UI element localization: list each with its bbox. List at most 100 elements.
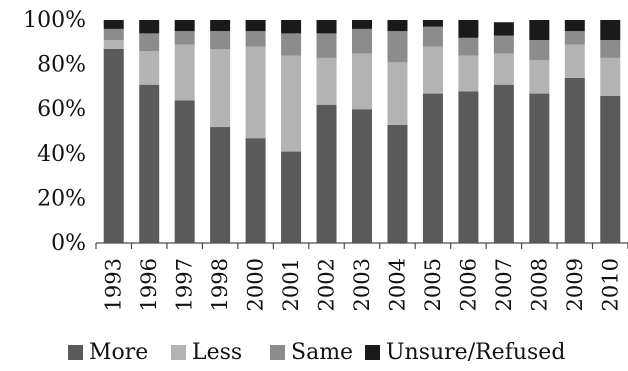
- bar-segment-unsure-refused-2007: [493, 22, 514, 36]
- axes-layer: [95, 242, 628, 249]
- x-tick-label: 2006: [456, 258, 480, 311]
- bar-segment-same-2008: [529, 40, 550, 61]
- bar-segment-less-2008: [529, 60, 550, 94]
- bar-segment-more-1998: [210, 127, 231, 243]
- legend-label: Less: [192, 340, 242, 365]
- bar-segment-unsure-refused-2000: [245, 20, 266, 32]
- bar-segment-unsure-refused-1996: [139, 20, 160, 34]
- legend-swatch: [171, 345, 186, 360]
- x-tick-label: 2008: [527, 258, 551, 311]
- bar-segment-unsure-refused-2009: [564, 20, 585, 32]
- x-tick-label: 2005: [421, 258, 445, 311]
- bar-segment-more-2010: [600, 95, 621, 243]
- bar-segment-more-2008: [529, 93, 550, 243]
- bar-segment-less-2005: [422, 46, 443, 94]
- legend-swatch: [365, 345, 380, 360]
- x-tick-label: 2000: [244, 258, 268, 311]
- bar-segment-more-2004: [387, 124, 408, 243]
- bar-segment-unsure-refused-2001: [281, 20, 302, 34]
- bar-segment-less-2002: [316, 57, 337, 105]
- legend: More Less Same Unsure/Refused: [68, 340, 565, 365]
- bar-segment-less-1997: [174, 44, 195, 101]
- bar-segment-less-1998: [210, 48, 231, 128]
- bar-segment-more-2006: [458, 91, 479, 243]
- legend-label: More: [89, 340, 148, 365]
- x-tick-label: 1998: [208, 258, 232, 311]
- bar-segment-unsure-refused-2010: [600, 20, 621, 41]
- y-tick-label: 20%: [37, 186, 86, 211]
- bar-segment-less-2006: [458, 55, 479, 92]
- x-tick-label: 1996: [137, 258, 161, 311]
- bar-segment-same-2005: [422, 26, 443, 47]
- bar-segment-unsure-refused-2005: [422, 20, 443, 27]
- bar-segment-same-2002: [316, 33, 337, 58]
- x-tick-label: 2001: [279, 258, 303, 311]
- bar-segment-same-2009: [564, 31, 585, 45]
- y-tick-label: 100%: [23, 8, 86, 33]
- legend-swatch: [270, 345, 285, 360]
- x-tick-label: 1993: [102, 258, 126, 311]
- bar-segment-same-2000: [245, 31, 266, 47]
- bar-segment-more-2000: [245, 138, 266, 243]
- bar-segment-more-2005: [422, 93, 443, 243]
- bar-segment-same-2010: [600, 40, 621, 58]
- x-tick-label: 2007: [492, 258, 516, 311]
- x-tick-label: 2002: [315, 258, 339, 311]
- bar-segment-less-2009: [564, 44, 585, 78]
- bar-segment-same-1993: [103, 28, 124, 41]
- bar-segment-more-2009: [564, 77, 585, 243]
- bar-segment-unsure-refused-2003: [352, 20, 372, 29]
- y-tick-label: 40%: [37, 142, 86, 167]
- bar-segment-unsure-refused-1997: [174, 20, 195, 32]
- bar-segment-unsure-refused-2004: [387, 20, 408, 32]
- y-tick-label: 0%: [51, 231, 86, 256]
- bar-segment-less-1993: [103, 40, 124, 49]
- bar-segment-same-2004: [387, 31, 408, 63]
- bar-segment-unsure-refused-1993: [103, 20, 124, 29]
- x-tick-label: 2004: [385, 258, 409, 311]
- legend-item-same: Same: [270, 340, 353, 365]
- x-axis-ticks: 1993 1996 1997 1998 2000 2001 2002 2003 2004 2005…: [102, 258, 623, 311]
- bar-segment-same-2003: [352, 28, 372, 54]
- y-tick-label: 80%: [37, 53, 86, 78]
- bar-segment-unsure-refused-2002: [316, 20, 337, 34]
- bar-segment-less-2010: [600, 57, 621, 96]
- bar-segment-more-2001: [281, 151, 302, 243]
- bar-segment-more-1993: [103, 48, 124, 243]
- y-axis-ticks: 0% 20% 40% 60% 80% 100%: [23, 8, 86, 256]
- x-tick-label: 2009: [563, 258, 587, 311]
- bar-segment-unsure-refused-2006: [458, 20, 479, 38]
- x-tick-label: 2003: [350, 258, 374, 311]
- legend-label: Unsure/Refused: [386, 340, 565, 365]
- bar-segment-less-2001: [281, 55, 302, 152]
- bar-segment-less-2007: [493, 53, 514, 85]
- bar-segment-same-2006: [458, 37, 479, 56]
- bar-segment-less-2003: [352, 53, 372, 110]
- bars-layer: [103, 20, 621, 244]
- legend-swatch: [68, 345, 83, 360]
- bar-segment-unsure-refused-2008: [529, 20, 550, 41]
- x-tick-label: 2010: [598, 258, 622, 311]
- legend-label: Same: [291, 340, 353, 365]
- bar-segment-same-2007: [493, 35, 514, 54]
- legend-item-unsure-refused: Unsure/Refused: [365, 340, 565, 365]
- bar-segment-more-2007: [493, 84, 514, 243]
- bar-segment-less-2004: [387, 62, 408, 125]
- bar-segment-same-1997: [174, 31, 195, 45]
- y-tick-label: 60%: [37, 97, 86, 122]
- bar-segment-less-2000: [245, 46, 266, 139]
- bar-segment-unsure-refused-1998: [210, 20, 231, 32]
- legend-item-less: Less: [171, 340, 242, 365]
- x-tick-label: 1997: [173, 258, 197, 311]
- bar-segment-more-1997: [174, 100, 195, 243]
- bar-segment-more-1996: [139, 84, 160, 243]
- bar-segment-less-1996: [139, 51, 160, 85]
- bar-segment-more-2002: [316, 104, 337, 244]
- bar-segment-same-1998: [210, 31, 231, 49]
- legend-item-more: More: [68, 340, 148, 365]
- bar-segment-same-1996: [139, 33, 160, 52]
- bar-segment-same-2001: [281, 33, 302, 56]
- bar-segment-more-2003: [352, 109, 372, 243]
